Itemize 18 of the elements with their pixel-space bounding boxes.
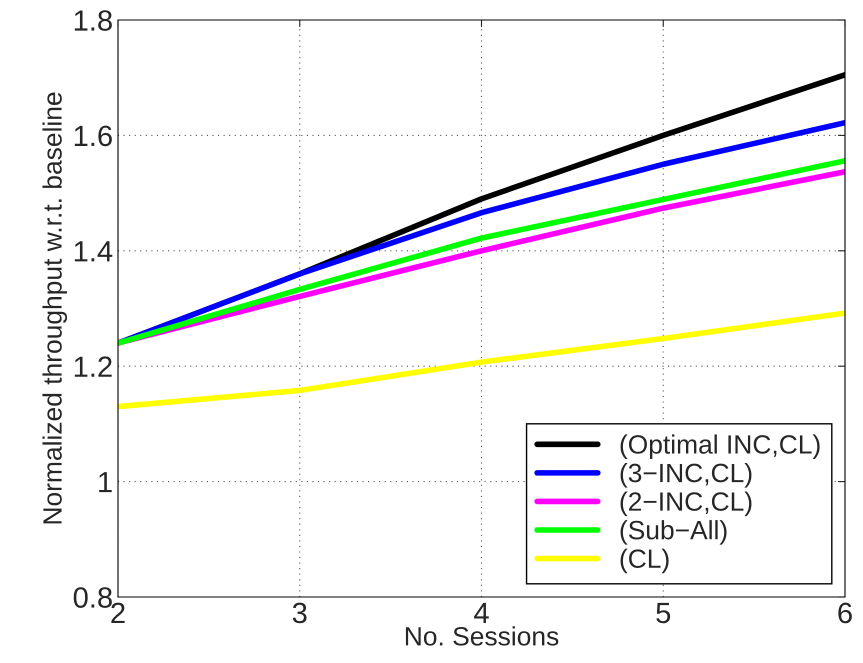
y-axis-title: Normalized throughput w.r.t. baseline	[42, 92, 68, 524]
y-tick-label: 0.8	[74, 587, 112, 608]
legend-label: (Optimal INC,CL)	[620, 434, 820, 460]
y-tick-label: 1.2	[74, 356, 112, 377]
x-tick-label: 5	[656, 602, 670, 624]
y-tick-label: 1	[99, 472, 112, 492]
legend-label: (Sub−All)	[620, 520, 727, 545]
x-tick-label: 6	[838, 602, 852, 624]
legend-label: (CL)	[620, 548, 669, 574]
y-tick-label: 1.8	[74, 10, 112, 31]
x-tick-label: 4	[474, 602, 489, 623]
y-tick-label: 1.6	[74, 126, 112, 146]
x-axis-title: No. Sessions	[406, 626, 558, 646]
x-tick-label: 3	[292, 602, 307, 624]
y-tick-label: 1.4	[74, 241, 112, 262]
x-tick-label: 2	[111, 602, 125, 623]
legend-label: (3−INC,CL)	[620, 462, 752, 488]
legend-label: (2−INC,CL)	[620, 492, 752, 516]
